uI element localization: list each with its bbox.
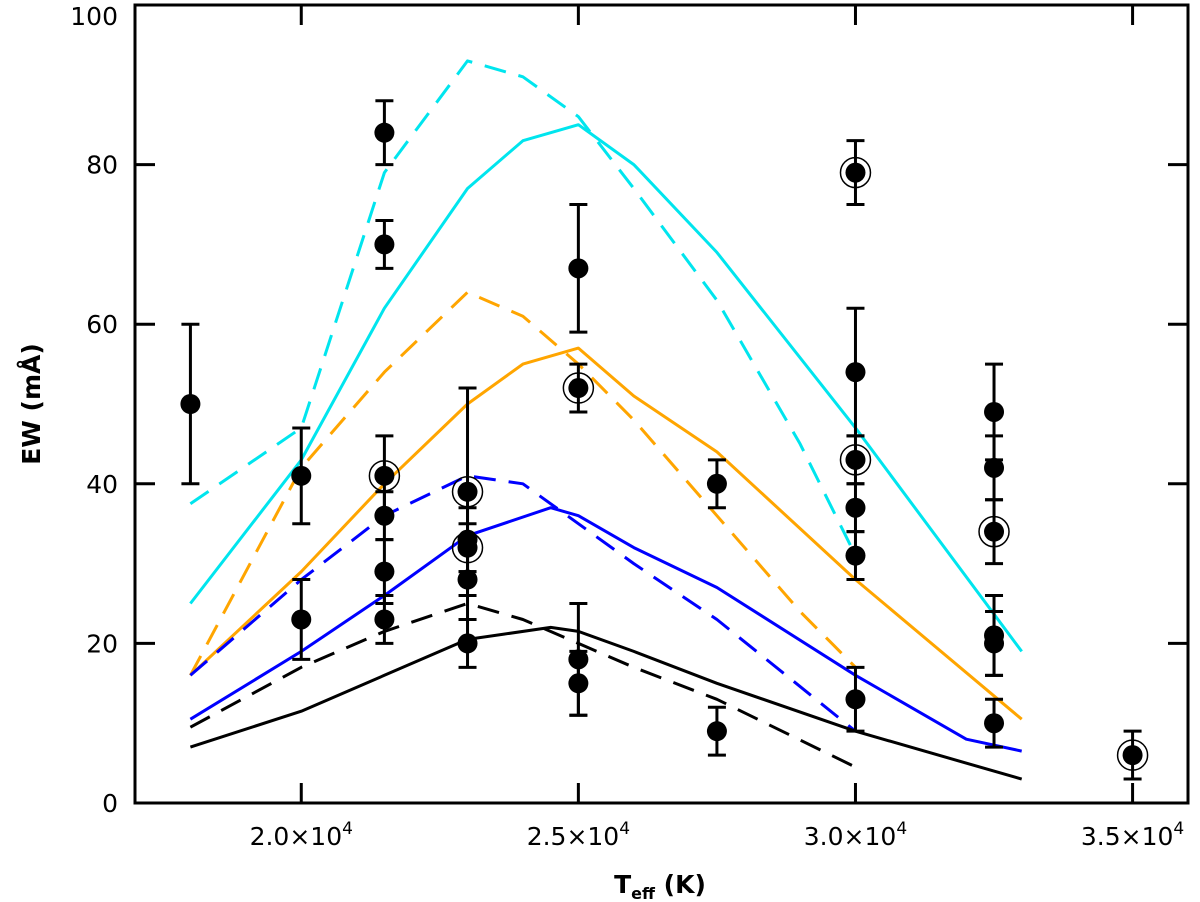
data-point	[845, 482, 866, 534]
model-curve-0-dashed	[189, 59, 857, 557]
point-marker	[457, 633, 478, 654]
x-tick-exponent: 4	[342, 819, 353, 839]
data-point	[180, 322, 201, 486]
point-ring	[839, 156, 872, 189]
y-tick-label: 60	[86, 310, 118, 339]
point-marker	[984, 713, 1005, 734]
data-point	[845, 665, 866, 733]
x-tick-exponent: 4	[896, 819, 907, 839]
point-marker	[374, 561, 395, 582]
model-curve-7-solid	[189, 625, 1023, 781]
x-tick-label: 2.0×104	[250, 819, 353, 851]
point-marker	[845, 545, 866, 566]
x-tick-mantissa: 2.5×10	[527, 822, 620, 851]
data-point	[374, 594, 395, 645]
point-marker	[457, 569, 478, 590]
point-ring	[562, 372, 595, 404]
data-point	[374, 490, 395, 542]
model-curve-3-solid	[189, 346, 1023, 721]
point-marker	[291, 609, 312, 630]
point-ring	[1116, 739, 1149, 771]
point-marker	[845, 362, 866, 383]
y-axis-label: EW (mÅ)	[17, 343, 46, 465]
point-marker	[180, 394, 201, 414]
point-marker	[374, 122, 395, 143]
model-curve-1-solid	[189, 123, 1023, 653]
data-point	[568, 649, 589, 717]
point-marker	[1122, 745, 1143, 766]
point-marker	[845, 689, 866, 710]
data-point	[291, 426, 312, 526]
point-marker	[568, 673, 589, 694]
x-tick-exponent: 4	[619, 819, 630, 839]
model-curve-5-solid	[189, 506, 1023, 753]
data-point	[706, 458, 727, 510]
point-marker	[374, 234, 395, 255]
point-ring	[839, 444, 872, 476]
point-marker	[984, 401, 1005, 422]
model-curves	[189, 59, 1023, 781]
point-marker	[374, 465, 395, 486]
data-point	[374, 218, 395, 270]
x-tick-mantissa: 3.5×10	[1081, 822, 1174, 851]
model-curve-6-dashed	[189, 602, 857, 769]
data-point	[845, 530, 866, 582]
data-point	[978, 498, 1010, 566]
point-marker	[457, 481, 478, 502]
y-tick-label: 20	[86, 629, 118, 658]
point-marker	[984, 457, 1005, 478]
data-points	[180, 99, 1149, 781]
x-tick-label: 3.5×104	[1081, 819, 1184, 851]
model-curve-4-dashed	[189, 474, 857, 733]
model-curve-2-dashed	[189, 290, 857, 677]
point-marker	[706, 473, 727, 494]
x-tick-label: 3.0×104	[804, 819, 907, 851]
x-tick-label: 2.5×104	[527, 819, 630, 851]
data-point	[984, 609, 1005, 677]
point-marker	[984, 633, 1005, 654]
data-point	[568, 203, 589, 334]
point-marker	[568, 258, 589, 279]
point-marker	[568, 378, 589, 399]
point-marker	[845, 449, 866, 470]
data-point	[1116, 729, 1149, 781]
x-tick-mantissa: 3.0×10	[804, 822, 897, 851]
data-point	[984, 697, 1005, 749]
y-tick-label: 0	[102, 789, 118, 818]
x-axis-label: Teff (K)	[614, 870, 706, 902]
data-point	[374, 99, 395, 167]
y-tick-label: 40	[86, 470, 118, 499]
x-axis-label-main: T	[614, 870, 631, 899]
data-point	[706, 705, 727, 757]
data-point	[562, 362, 595, 414]
plot-frame	[133, 3, 1190, 805]
point-ring	[978, 515, 1010, 548]
point-marker	[291, 465, 312, 486]
y-tick-label: 80	[86, 151, 118, 180]
x-tick-mantissa: 2.0×10	[250, 822, 343, 851]
point-marker	[984, 521, 1005, 542]
x-tick-exponent: 4	[1173, 819, 1184, 839]
point-marker	[845, 497, 866, 518]
y-tick-label: 100	[70, 2, 118, 31]
data-point	[291, 578, 312, 661]
data-point	[374, 538, 395, 605]
point-marker	[845, 162, 866, 183]
point-marker	[374, 505, 395, 526]
point-marker	[706, 721, 727, 742]
x-axis-label-unit: (K)	[655, 870, 706, 899]
data-point	[984, 434, 1005, 502]
data-point	[457, 617, 478, 669]
x-axis-label-sub: eff	[631, 884, 656, 902]
point-marker	[374, 609, 395, 630]
data-point	[839, 139, 872, 206]
